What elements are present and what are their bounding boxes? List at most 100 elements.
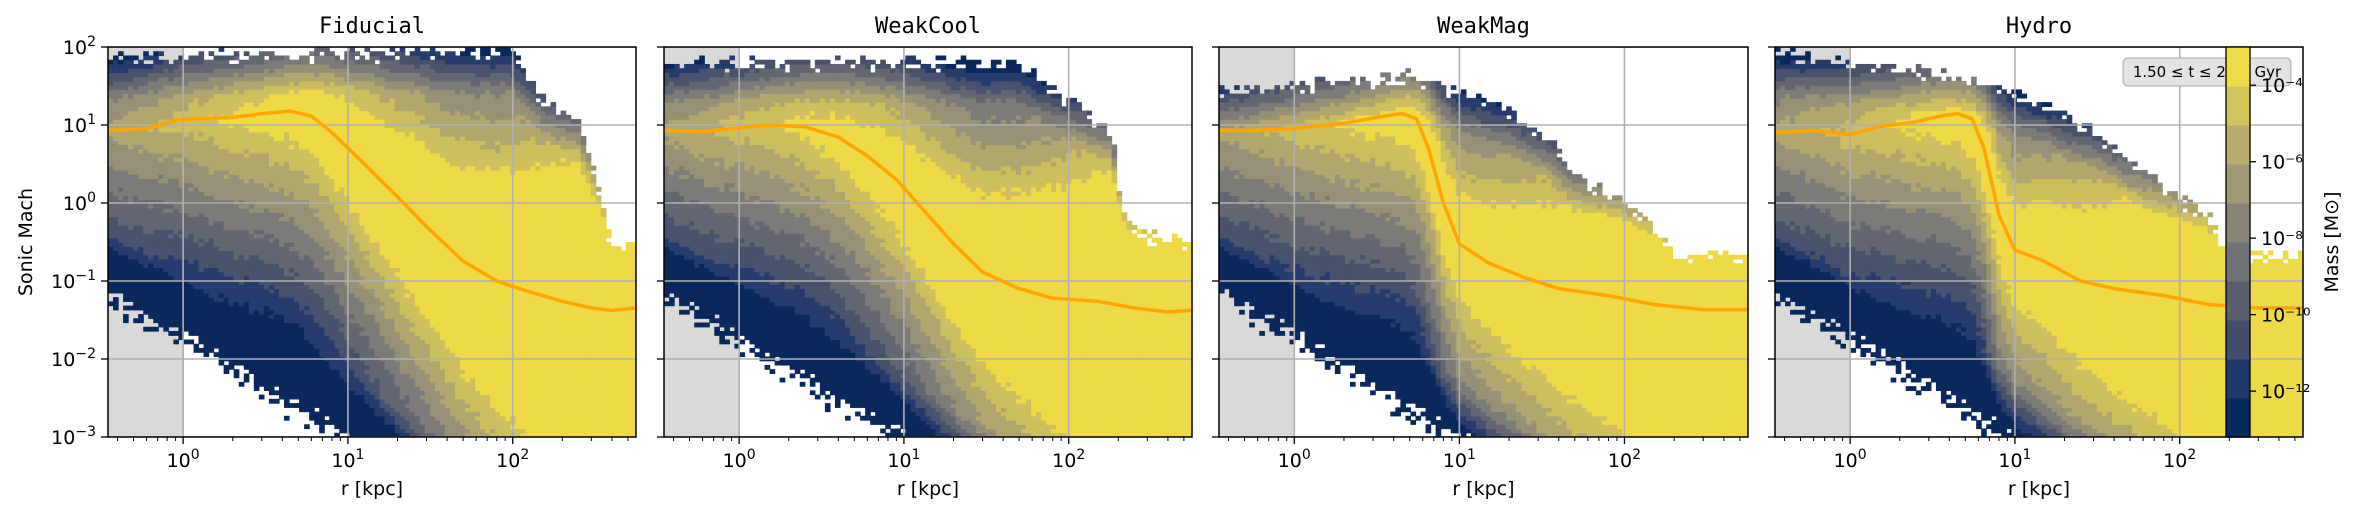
heatmap-cell (399, 119, 406, 124)
heatmap-cell (284, 148, 290, 154)
heatmap-cell (394, 390, 401, 396)
heatmap-cell (409, 85, 416, 90)
heatmap-cell (349, 63, 355, 69)
heatmap-cell (389, 119, 396, 124)
heatmap-cell (394, 136, 401, 141)
heatmap-cell (404, 288, 411, 294)
heatmap-cell (153, 284, 159, 290)
heatmap-cell (208, 119, 215, 124)
heatmap-cell (113, 119, 119, 124)
heatmap-cell (294, 169, 300, 175)
heatmap-cell (253, 275, 260, 281)
heatmap-cell (158, 114, 164, 120)
heatmap-cell (233, 89, 240, 95)
heatmap-cell (188, 136, 195, 141)
heatmap-cell (208, 203, 215, 209)
heatmap-cell (424, 309, 431, 315)
heatmap-cell (369, 165, 376, 171)
heatmap-cell (324, 301, 330, 307)
heatmap-cell (369, 237, 376, 243)
heatmap-cell (414, 144, 421, 150)
heatmap-cell (183, 72, 190, 78)
heatmap-cell (173, 165, 179, 171)
heatmap-cell (158, 199, 164, 205)
heatmap-cell (419, 331, 426, 336)
heatmap-cell (294, 343, 300, 349)
heatmap-cell (349, 258, 355, 264)
heatmap-cell (354, 140, 361, 146)
heatmap-cell (319, 97, 325, 103)
heatmap-cell (168, 246, 174, 252)
heatmap-cell (133, 76, 139, 82)
heatmap-cell (218, 343, 225, 349)
heatmap-cell (409, 352, 416, 358)
heatmap-cell (424, 420, 431, 425)
heatmap-cell (384, 305, 391, 311)
heatmap-cell (163, 271, 169, 277)
heatmap-cell (258, 326, 265, 332)
heatmap-cell (193, 178, 200, 184)
heatmap-cell (233, 263, 240, 269)
heatmap-cell (158, 157, 164, 163)
heatmap-cell (319, 280, 325, 285)
heatmap-cell (289, 360, 295, 366)
heatmap-cell (289, 237, 295, 243)
heatmap-cell (238, 301, 245, 307)
heatmap-cell (183, 97, 190, 103)
heatmap-cell (324, 199, 330, 205)
heatmap-cell (128, 72, 134, 78)
heatmap-cell (399, 335, 406, 341)
heatmap-cell (384, 106, 391, 112)
heatmap-cell (218, 102, 225, 107)
heatmap-cell (284, 280, 290, 285)
heatmap-cell (284, 59, 290, 65)
heatmap-cell (258, 157, 265, 163)
heatmap-cell (123, 271, 129, 277)
heatmap-cell (223, 76, 230, 82)
heatmap-cell (404, 292, 411, 298)
heatmap-cell (228, 140, 235, 146)
heatmap-cell (384, 131, 391, 137)
heatmap-cell (419, 51, 426, 57)
heatmap-cell (364, 331, 371, 336)
heatmap-cell (404, 157, 411, 163)
heatmap-cell (334, 208, 340, 213)
heatmap-cell (118, 97, 124, 103)
heatmap-cell (213, 174, 220, 180)
heatmap-cell (213, 225, 220, 230)
heatmap-cell (228, 318, 235, 324)
heatmap-cell (173, 157, 179, 163)
heatmap-cell (178, 275, 185, 281)
heatmap-cell (359, 377, 366, 383)
heatmap-cell (263, 352, 270, 358)
heatmap-cell (294, 140, 300, 146)
heatmap-cell (304, 386, 310, 391)
heatmap-cell (238, 144, 245, 150)
heatmap-cell (294, 225, 300, 230)
heatmap-cell (384, 225, 391, 230)
heatmap-cell (374, 178, 381, 184)
heatmap-cell (284, 191, 290, 196)
heatmap-cell (258, 140, 265, 146)
heatmap-cell (379, 140, 386, 146)
heatmap-cell (248, 233, 255, 239)
heatmap-cell (334, 284, 340, 290)
heatmap-cell (238, 93, 245, 99)
heatmap-cell (233, 297, 240, 302)
heatmap-cell (163, 110, 169, 116)
heatmap-cell (188, 237, 195, 243)
heatmap-cell (299, 297, 305, 302)
heatmap-cell (369, 55, 376, 61)
heatmap-cell (389, 381, 396, 387)
heatmap-cell (394, 377, 401, 383)
heatmap-cell (379, 233, 386, 239)
heatmap-cell (153, 271, 159, 277)
heatmap-cell (258, 246, 265, 252)
heatmap-cell (258, 76, 265, 82)
heatmap-cell (404, 394, 411, 400)
heatmap-cell (113, 59, 119, 65)
heatmap-cell (263, 263, 270, 269)
heatmap-cell (424, 237, 431, 243)
heatmap-cell (374, 148, 381, 154)
heatmap-cell (228, 63, 235, 69)
